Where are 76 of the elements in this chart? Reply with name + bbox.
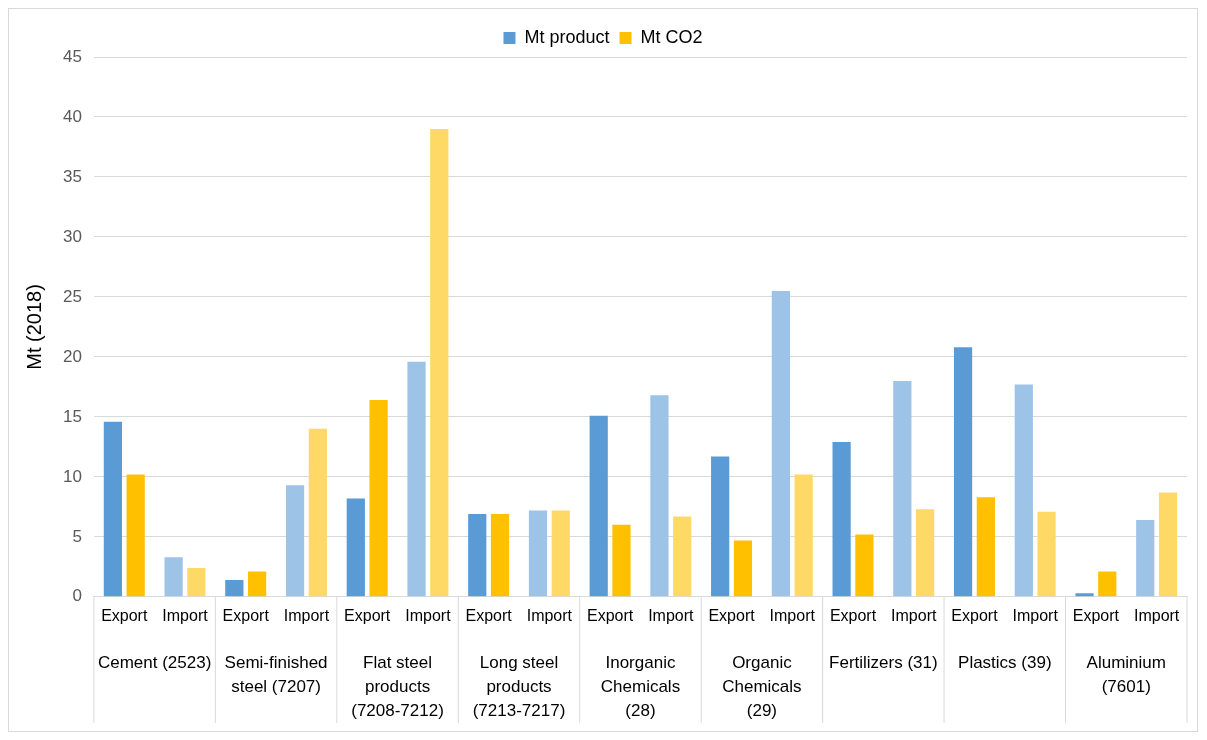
bar (551, 510, 570, 597)
y-tick-label: 0 (72, 586, 82, 606)
x-tick-label: Export (829, 606, 877, 624)
bar (407, 361, 426, 597)
bar (225, 580, 244, 597)
bar (893, 380, 912, 597)
bar (103, 421, 122, 597)
bar (673, 516, 692, 597)
bar (711, 456, 730, 597)
x-tick-label: Import (769, 606, 816, 624)
bar (468, 514, 487, 597)
bar (953, 347, 973, 597)
bar (528, 510, 548, 597)
text: Aluminium (7601) (1086, 652, 1166, 696)
bar (1158, 492, 1178, 597)
x-tick-label: Export (344, 606, 391, 624)
bar (650, 395, 669, 597)
x-tick-label: Export (586, 606, 634, 624)
x-tick-label: Export (1072, 606, 1120, 624)
y-tick-label: 45 (62, 46, 82, 66)
x-tick-label: Export (708, 606, 756, 624)
x-tick-label: Import (283, 606, 330, 624)
x-tick-label: Export (465, 606, 513, 624)
bar (855, 534, 874, 597)
x-tick-label: Import (1133, 606, 1180, 624)
y-tick-label: 20 (62, 346, 82, 366)
y-tick-label: 5 (72, 526, 82, 546)
text: Fertilizers (31) (829, 652, 938, 672)
y-tick-label: 40 (62, 106, 82, 126)
bar (589, 415, 608, 597)
bar (1014, 384, 1033, 597)
bar (771, 290, 790, 597)
x-tick-label: Import (1012, 606, 1059, 624)
bar (976, 497, 995, 597)
y-tick-label: 15 (62, 406, 82, 426)
y-axis-title: Mt (2018) (22, 284, 45, 370)
bar (1037, 511, 1056, 597)
text: Organic Chemicals (29) (722, 652, 802, 720)
x-tick-label: Import (405, 606, 452, 624)
bar (187, 568, 206, 597)
x-tick-label: Import (648, 606, 695, 624)
bar (430, 128, 449, 597)
bar (1075, 593, 1094, 597)
legend-label: Mt product (524, 26, 610, 47)
text: Semi-finished steel (7207) (224, 652, 328, 696)
bar (916, 509, 935, 597)
x-tick-label: Export (222, 606, 270, 624)
bar (308, 428, 327, 597)
bar (248, 571, 267, 597)
legend-label: Mt CO2 (640, 26, 703, 47)
y-tick-label: 35 (62, 166, 82, 186)
bar (346, 498, 365, 597)
bar (126, 474, 145, 597)
bar (285, 485, 305, 597)
text: Flat steel products (7208-7212) (351, 652, 444, 720)
bar (612, 524, 631, 597)
bar (1136, 520, 1155, 597)
bar (369, 400, 388, 597)
text: Long steel products (7213-7217) (472, 652, 566, 720)
text: Cement (2523) (97, 652, 212, 672)
text: Plastics (39) (958, 652, 1052, 672)
bar (490, 514, 510, 597)
x-tick-label: Export (101, 606, 148, 624)
x-tick-label: Import (891, 606, 937, 624)
y-tick-label: 25 (62, 286, 82, 306)
x-tick-label: Export (951, 606, 999, 624)
bar (794, 474, 813, 597)
x-tick-label: Import (526, 606, 573, 624)
y-tick-label: 10 (62, 466, 82, 486)
bar (164, 557, 183, 597)
x-tick-label: Import (162, 606, 209, 624)
bar (832, 442, 851, 597)
bar (1098, 571, 1117, 597)
bar (733, 540, 753, 597)
text: Inorganic Chemicals (28) (600, 652, 681, 720)
y-tick-label: 30 (62, 226, 82, 246)
